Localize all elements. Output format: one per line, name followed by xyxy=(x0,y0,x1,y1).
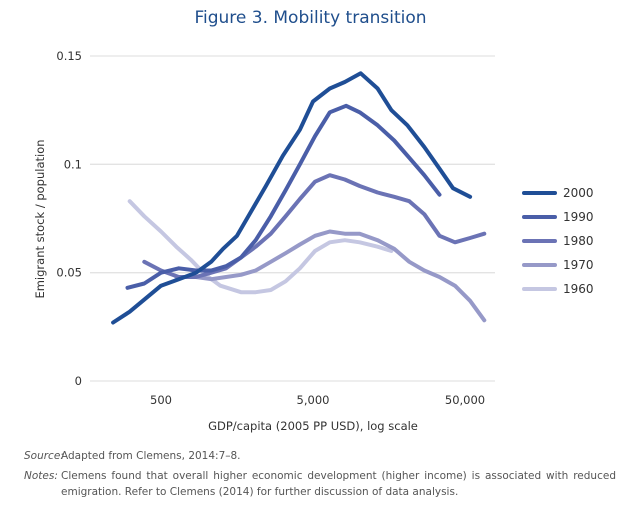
source-note: Source: Adapted from Clemens, 2014:7–8. xyxy=(24,448,604,464)
series-lines xyxy=(111,71,487,325)
y-tick-label: 0.15 xyxy=(56,49,82,63)
y-tick-label: 0.1 xyxy=(64,157,82,171)
series-line-1990 xyxy=(125,103,442,290)
notes: Notes: Clemens found that overall higher… xyxy=(24,468,621,502)
y-tick-label: 0 xyxy=(75,374,82,388)
legend-item-1990: 1990 xyxy=(522,210,594,224)
legend-label: 1980 xyxy=(563,234,594,248)
legend: 2000 1990 1980 1970 1960 xyxy=(522,186,594,296)
x-tick-labels: 500 5,000 50,000 xyxy=(150,393,485,407)
source-text: Adapted from Clemens, 2014:7–8. xyxy=(61,450,241,462)
series-line-1980 xyxy=(142,173,487,279)
legend-item-2000: 2000 xyxy=(522,186,594,200)
chart-title: Figure 3. Mobility transition xyxy=(194,8,427,28)
source-label: Source: xyxy=(24,450,64,462)
series-line-1960 xyxy=(127,199,394,295)
x-tick-label: 500 xyxy=(150,393,172,407)
notes-text: Clemens found that overall higher econom… xyxy=(61,470,616,498)
series-line-1970 xyxy=(174,229,487,323)
x-tick-label: 5,000 xyxy=(297,393,330,407)
x-axis-title: GDP/capita (2005 PP USD), log scale xyxy=(208,419,418,433)
legend-label: 1990 xyxy=(563,210,594,224)
legend-item-1970: 1970 xyxy=(522,258,594,272)
y-tick-labels: 0 0.05 0.1 0.15 xyxy=(56,49,82,388)
legend-label: 1970 xyxy=(563,258,594,272)
chart-plot: 0 0.05 0.1 0.15 500 5,000 50,000 Emigrant sto… xyxy=(33,49,594,433)
legend-label: 1960 xyxy=(563,282,594,296)
legend-item-1960: 1960 xyxy=(522,282,594,296)
y-axis-title: Emigrant stock / population xyxy=(33,139,47,298)
series-line-2000 xyxy=(111,71,473,325)
legend-label: 2000 xyxy=(563,186,594,200)
x-tick-label: 50,000 xyxy=(445,393,485,407)
legend-item-1980: 1980 xyxy=(522,234,594,248)
notes-label: Notes: xyxy=(24,470,58,482)
y-tick-label: 0.05 xyxy=(56,266,82,280)
gridlines xyxy=(90,55,495,382)
